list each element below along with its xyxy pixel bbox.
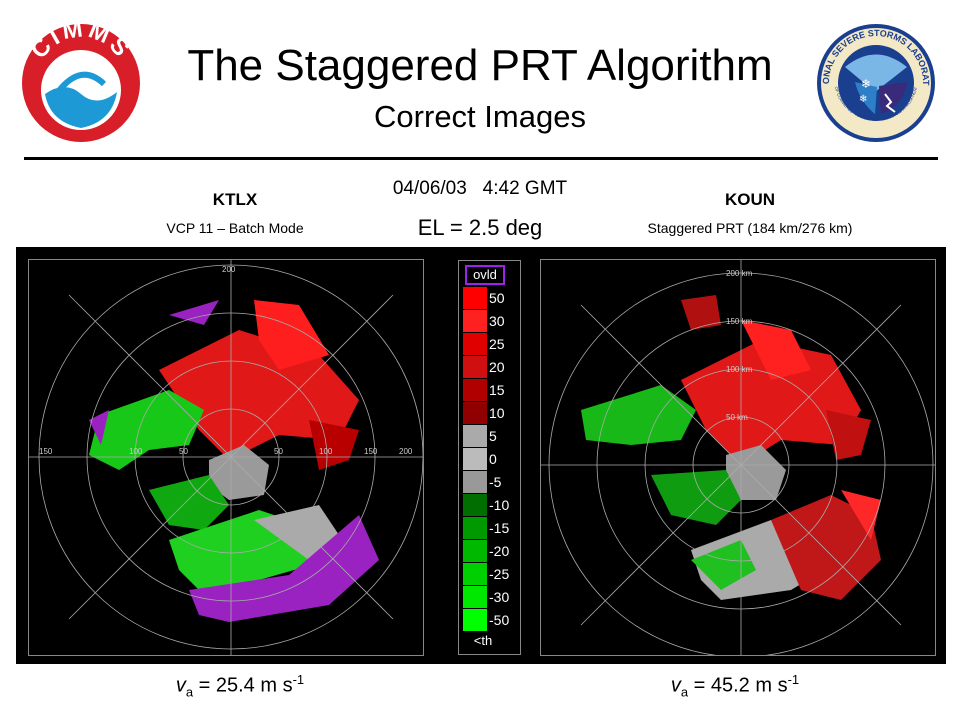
colorbar-tick-label: 15	[489, 382, 505, 398]
colorbar-tick-label: -5	[489, 474, 502, 490]
svg-text:❄: ❄	[861, 77, 871, 91]
colorbar-swatch	[463, 287, 487, 309]
colorbar-swatch	[463, 563, 487, 585]
colorbar-tick-label: -15	[489, 520, 510, 536]
colorbar-swatch	[463, 425, 487, 447]
colorbar-swatch	[463, 471, 487, 493]
ktlx-aliasing-velocity: va = 25.4 m s-1	[120, 672, 360, 700]
colorbar-tick-label: 30	[489, 313, 505, 329]
velocity-colorbar: ovld 50 30 25 20 15 10 5 0 -5 -10 -15 -20 -25 -30 -50 …	[458, 260, 521, 655]
colorbar-threshold-label: <th	[473, 633, 493, 648]
colorbar-tick-label: -30	[489, 589, 510, 605]
right-radar-description: Staggered PRT (184 km/276 km)	[647, 220, 853, 236]
page-subtitle: Correct Images	[374, 99, 586, 134]
velocity-subscript: a	[185, 684, 194, 700]
colorbar-swatch	[463, 379, 487, 401]
velocity-exponent: -1	[292, 672, 305, 687]
right-radar-name: KOUN	[724, 190, 776, 209]
left-range-label: 100	[129, 447, 143, 456]
left-range-label: 150	[39, 447, 53, 456]
colorbar-tick-label: 10	[489, 405, 505, 421]
colorbar-swatch	[463, 356, 487, 378]
left-range-label: 200	[222, 265, 236, 274]
page-title: The Staggered PRT Algorithm	[187, 41, 773, 90]
colorbar-swatch	[463, 448, 487, 470]
scan-datetime: 04/06/03 4:42 GMT	[392, 178, 568, 199]
colorbar-swatch	[463, 609, 487, 631]
left-range-label: 50	[274, 447, 283, 456]
koun-velocity-image: 200 km 150 km 100 km 50 km	[540, 259, 936, 656]
velocity-exponent: -1	[787, 672, 800, 687]
left-range-label: 100	[319, 447, 333, 456]
koun-aliasing-velocity: va = 45.2 m s-1	[615, 672, 855, 700]
colorbar-tick-label: -25	[489, 566, 510, 582]
velocity-value: = 25.4 m s	[193, 674, 293, 697]
radar-panel: 200 150 100 50 50 100 150 200 ovld 50 30 2…	[16, 247, 946, 664]
cimms-logo: CIMMS	[20, 22, 142, 144]
title-divider	[24, 157, 938, 160]
colorbar-swatch	[463, 402, 487, 424]
colorbar-tick-label: 5	[489, 428, 497, 444]
left-range-label: 150	[364, 447, 378, 456]
nssl-seal-icon: ❄ ❄ NATIONAL SEVERE STORMS LABORATORY U.…	[815, 22, 935, 142]
colorbar-tick-label: 50	[489, 290, 505, 306]
scan-elevation: EL = 2.5 deg	[417, 215, 543, 240]
colorbar-swatch	[463, 517, 487, 539]
velocity-subscript: a	[680, 684, 689, 700]
velocity-symbol: v	[175, 674, 186, 697]
noaa-cimms-logo-icon: CIMMS	[22, 22, 140, 142]
colorbar-tick-label: -10	[489, 497, 510, 513]
colorbar-tick-label: 20	[489, 359, 505, 375]
right-range-label: 50 km	[726, 413, 748, 422]
left-radar-description: VCP 11 – Batch Mode	[166, 220, 304, 236]
svg-text:❄: ❄	[859, 94, 867, 105]
left-range-label: 200	[399, 447, 413, 456]
colorbar-tick-label: 0	[489, 451, 497, 467]
left-range-label: 50	[179, 447, 188, 456]
colorbar-tick-label: -20	[489, 543, 510, 559]
colorbar-swatch	[463, 494, 487, 516]
velocity-value: = 45.2 m s	[688, 674, 788, 697]
colorbar-swatch	[463, 333, 487, 355]
colorbar-overload-label: ovld	[465, 265, 505, 285]
colorbar-tick-label: -50	[489, 612, 510, 628]
colorbar-swatch	[463, 310, 487, 332]
colorbar-tick-label: 25	[489, 336, 505, 352]
nssl-logo: ❄ ❄ NATIONAL SEVERE STORMS LABORATORY U.…	[815, 22, 937, 144]
colorbar-swatch	[463, 540, 487, 562]
left-radar-name: KTLX	[212, 190, 258, 209]
right-range-label: 200 km	[726, 269, 753, 278]
colorbar-swatch	[463, 586, 487, 608]
right-range-label: 150 km	[726, 317, 753, 326]
right-range-label: 100 km	[726, 365, 753, 374]
ktlx-velocity-image: 200 150 100 50 50 100 150 200	[28, 259, 424, 656]
velocity-symbol: v	[670, 674, 681, 697]
